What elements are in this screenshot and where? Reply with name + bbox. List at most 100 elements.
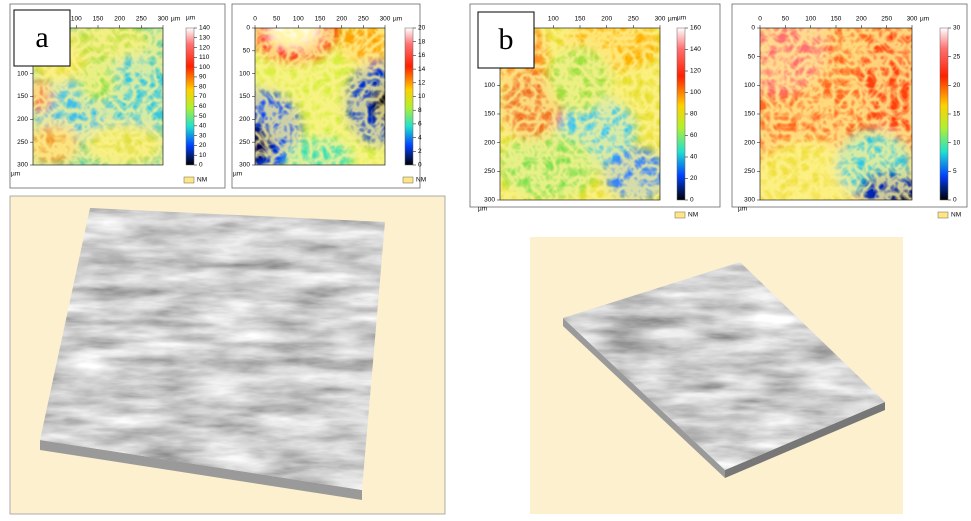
- colorbar-label: 100: [690, 89, 701, 96]
- colorbar-label: 70: [199, 93, 207, 100]
- colorbar-label: 18: [418, 38, 426, 45]
- y-tick-label: 300: [744, 197, 755, 204]
- x-tick-label: 150: [315, 16, 326, 23]
- legend-swatch: [938, 212, 948, 218]
- colorbar-label: 4: [418, 134, 422, 141]
- colorbar-label: 30: [953, 25, 961, 32]
- x-tick-label: 250: [358, 16, 369, 23]
- y-unit: µm: [478, 206, 487, 213]
- legend-swatch: [184, 177, 194, 183]
- y-tick-label: 200: [239, 116, 250, 123]
- figure: 100150200250300µm100150200250300µm140130…: [0, 0, 971, 516]
- colorbar-label: 14: [418, 66, 426, 73]
- colorbar-label: 90: [199, 74, 207, 81]
- colorbar-label: 0: [199, 162, 203, 169]
- colorbar-label: 80: [199, 83, 207, 90]
- x-tick-label: 0: [253, 16, 257, 23]
- colorbar-label: 60: [199, 103, 207, 110]
- x-tick-label: 0: [758, 16, 762, 23]
- legend-label: NM: [416, 177, 426, 184]
- colorbar-label: 8: [418, 107, 422, 114]
- y-tick-label: 50: [748, 53, 756, 60]
- y-tick-label: 300: [17, 162, 28, 169]
- colorbar-label: 120: [199, 44, 210, 51]
- y-tick-label: 150: [484, 111, 495, 118]
- x-tick-label: 250: [136, 16, 147, 23]
- x-tick-label: 200: [601, 16, 612, 23]
- colorbar-label: 110: [199, 54, 210, 61]
- legend-swatch: [403, 177, 413, 183]
- x-tick-label: 100: [548, 16, 559, 23]
- colorbar-label: 20: [199, 142, 207, 149]
- x-tick-label: 200: [114, 16, 125, 23]
- colorbar-label: 5: [953, 168, 957, 175]
- x-unit: µm: [171, 16, 180, 23]
- colorbar-label: 0: [690, 197, 694, 204]
- colorbar: [186, 28, 194, 165]
- x-unit: µm: [668, 16, 677, 23]
- colorbar-label: 10: [199, 152, 207, 159]
- colorbar-label: 80: [690, 111, 698, 118]
- colorbar-label: 15: [953, 111, 961, 118]
- legend-label: NM: [197, 177, 207, 184]
- colorbar-label: 140: [690, 46, 701, 53]
- y-unit: µm: [738, 206, 747, 213]
- colorbar-label: 6: [418, 121, 422, 128]
- colorbar-label: 10: [418, 93, 426, 100]
- y-tick-label: 200: [17, 116, 28, 123]
- colorbar-label: 0: [953, 197, 957, 204]
- page: 100150200250300µm100150200250300µm140130…: [0, 0, 971, 521]
- colorbar-label: 140: [199, 25, 210, 32]
- colorbar-label: 12: [418, 80, 426, 87]
- y-tick-label: 100: [744, 82, 755, 89]
- x-tick-label: 300: [655, 16, 666, 23]
- colorbar-label: 100: [199, 64, 210, 71]
- y-tick-label: 0: [246, 25, 250, 32]
- colorbar-label: 10: [953, 139, 961, 146]
- y-tick-label: 150: [17, 93, 28, 100]
- surface-3d: [40, 208, 385, 490]
- colorbar-label: 40: [199, 123, 207, 130]
- x-unit: µm: [393, 16, 402, 23]
- colorbar-label: 40: [690, 154, 698, 161]
- x-tick-label: 50: [782, 16, 790, 23]
- y-tick-label: 100: [484, 82, 495, 89]
- colorbar-label: 60: [690, 132, 698, 139]
- colorbar-label: 50: [199, 113, 207, 120]
- y-tick-label: 100: [17, 70, 28, 77]
- y-tick-label: 250: [17, 139, 28, 146]
- legend-swatch: [675, 212, 685, 218]
- colorbar: [405, 28, 413, 165]
- y-unit: µm: [233, 171, 242, 178]
- x-tick-label: 250: [881, 16, 892, 23]
- y-tick-label: 200: [744, 139, 755, 146]
- colorbar-label: 20: [690, 175, 698, 182]
- y-tick-label: 150: [744, 111, 755, 118]
- x-tick-label: 100: [293, 16, 304, 23]
- colorbar: [940, 28, 948, 200]
- x-tick-label: 300: [380, 16, 391, 23]
- y-tick-label: 150: [239, 93, 250, 100]
- x-tick-label: 100: [805, 16, 816, 23]
- y-tick-label: 300: [239, 162, 250, 169]
- colorbar-label: 160: [690, 25, 701, 32]
- colorbar-unit: µm: [677, 15, 686, 22]
- non-measured: [255, 28, 385, 165]
- y-unit: µm: [11, 171, 20, 178]
- x-unit: µm: [920, 16, 929, 23]
- y-tick-label: 100: [239, 70, 250, 77]
- colorbar-label: 130: [199, 35, 210, 42]
- colorbar-label: 16: [418, 52, 426, 59]
- x-tick-label: 300: [158, 16, 169, 23]
- non-measured: [760, 28, 912, 200]
- y-tick-label: 250: [744, 168, 755, 175]
- x-tick-label: 100: [71, 16, 82, 23]
- x-tick-label: 50: [273, 16, 281, 23]
- x-tick-label: 150: [93, 16, 104, 23]
- panel-label: a: [35, 21, 48, 54]
- colorbar-label: 30: [199, 132, 207, 139]
- colorbar-label: 20: [953, 82, 961, 89]
- panel-label: b: [499, 23, 514, 56]
- x-tick-label: 200: [856, 16, 867, 23]
- colorbar-label: 0: [418, 162, 422, 169]
